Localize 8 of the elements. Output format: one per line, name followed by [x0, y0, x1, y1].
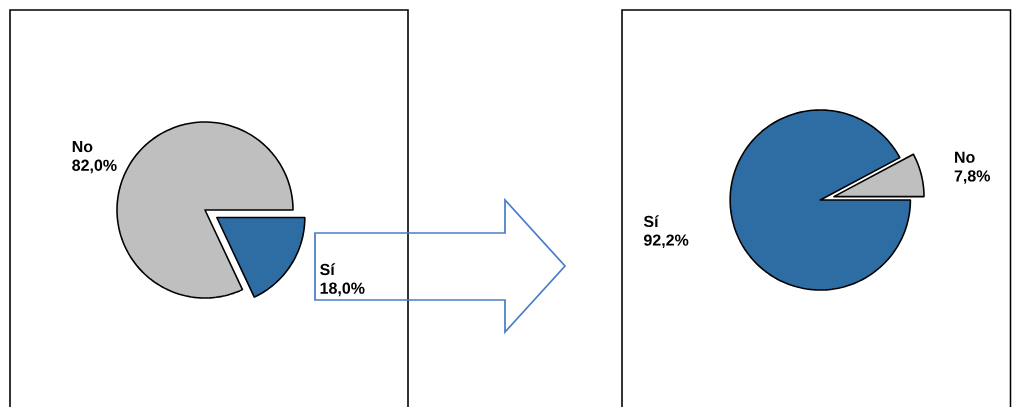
- slice-label: Sí: [320, 263, 336, 276]
- data-label: 92,2%: [643, 234, 689, 249]
- data-label: 82,0%: [72, 159, 117, 174]
- data-label: 7,8%: [954, 170, 991, 184]
- data-label: 18,0%: [320, 282, 365, 297]
- slice-label: Sí: [643, 215, 659, 228]
- slice-label: No: [72, 141, 93, 153]
- slice-label: No: [955, 151, 975, 163]
